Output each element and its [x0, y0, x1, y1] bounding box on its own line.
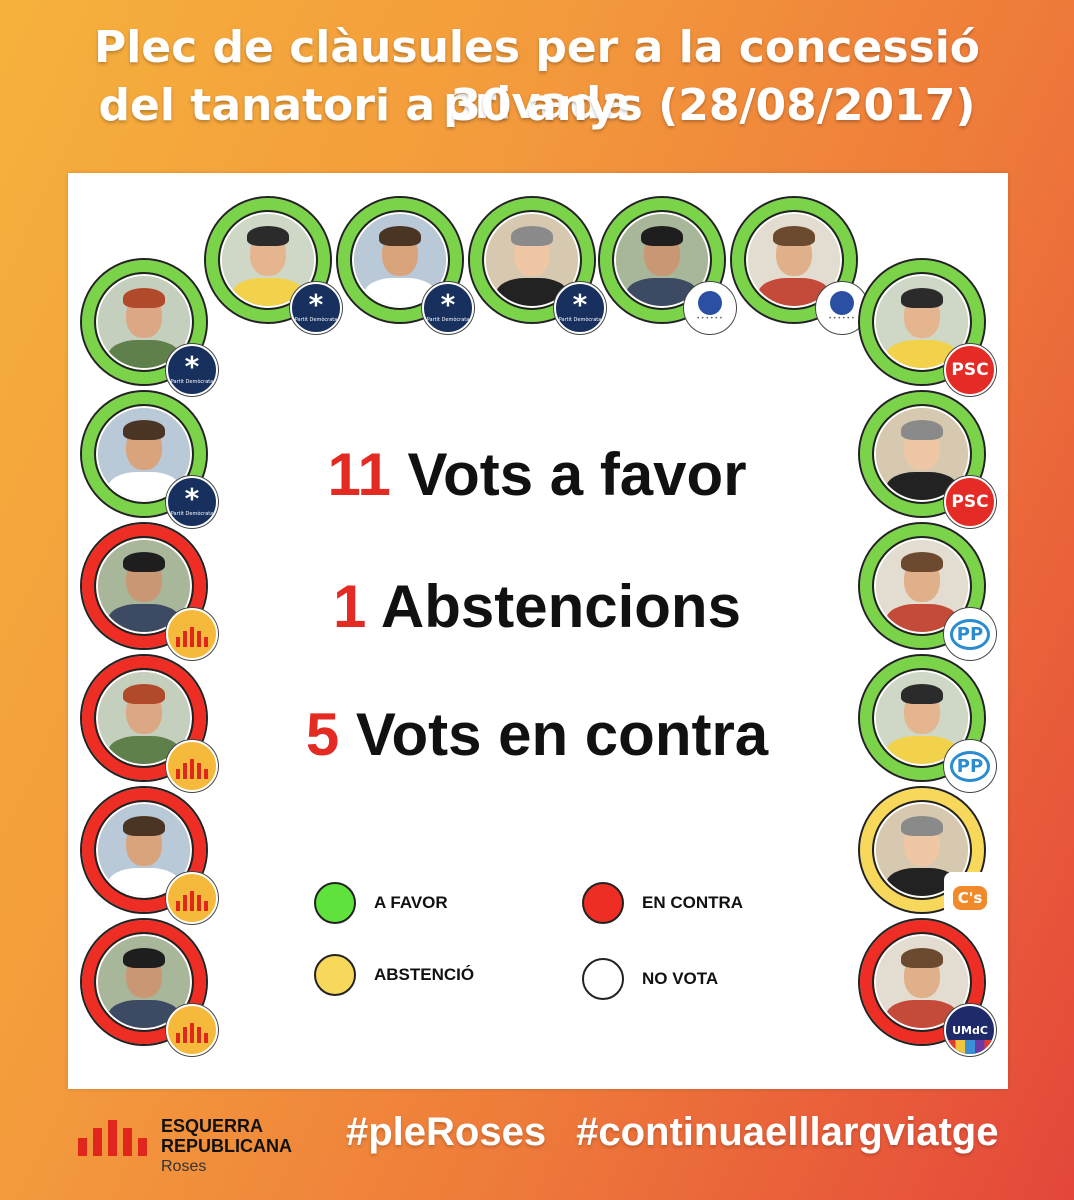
- erc-party-logo-icon: [166, 872, 218, 924]
- pdecat-text: Partit Demòcrata: [426, 317, 470, 323]
- legend-abstention-dot: [314, 954, 356, 996]
- council-member: PP: [858, 522, 996, 660]
- pdecat-star: *: [184, 350, 200, 383]
- pdecat-party-logo-icon: * Partit Demòcrata: [166, 344, 218, 396]
- member-photo: [748, 214, 840, 306]
- psc-party-logo-icon: PSC: [944, 476, 996, 528]
- pdecat-text: Partit Demòcrata: [558, 317, 602, 323]
- logo-line-2: REPUBLICANA: [161, 1136, 293, 1156]
- stat-abstention-number: 1: [333, 573, 367, 640]
- council-member: ••••••: [730, 196, 868, 334]
- title-line-1: Plec de clàusules per a la concessió pri…: [93, 22, 981, 129]
- stat-abstention: 1 Abstencions: [0, 572, 1074, 641]
- legend-against: EN CONTRA: [582, 882, 743, 924]
- hashtag-continua[interactable]: #continuaelllargviatge: [576, 1110, 999, 1154]
- local-flower-icon: [830, 290, 854, 315]
- pdecat-star: *: [184, 482, 200, 515]
- legend-favor-label: A FAVOR: [374, 893, 448, 912]
- legend-no-vote-label: NO VOTA: [642, 969, 719, 988]
- pdecat-party-logo-icon: * Partit Demòcrata: [422, 282, 474, 334]
- council-member: PP: [858, 654, 996, 792]
- hashtags: #pleRoses #continuaelllargviatge: [346, 1110, 1028, 1155]
- council-member: [80, 918, 218, 1056]
- legend-no-vote-dot: [582, 958, 624, 1000]
- council-member: UMdC: [858, 918, 996, 1056]
- erc-party-logo-icon: [166, 608, 218, 660]
- legend-favor: A FAVOR: [314, 882, 448, 924]
- pp-text: PP: [949, 750, 991, 782]
- council-member: * Partit Demòcrata: [204, 196, 342, 334]
- pdecat-party-logo-icon: * Partit Demòcrata: [554, 282, 606, 334]
- psc-text: PSC: [951, 360, 989, 380]
- member-photo: [876, 804, 968, 896]
- member-photo: [876, 276, 968, 368]
- stat-favor-number: 11: [327, 441, 391, 508]
- legend-against-label: EN CONTRA: [642, 893, 744, 912]
- stat-against-label: Vots en contra: [355, 701, 769, 768]
- stat-against-number: 5: [305, 701, 340, 768]
- erc-party-logo-icon: [166, 1004, 218, 1056]
- council-member: * Partit Demòcrata: [336, 196, 474, 334]
- cs-text: C's: [952, 886, 988, 910]
- pp-party-logo-icon: PP: [944, 740, 996, 792]
- local-flower-icon: [698, 290, 722, 315]
- stat-against: 5 Vots en contra: [0, 700, 1074, 769]
- council-member: PSC: [858, 258, 996, 396]
- psc-party-logo-icon: PSC: [944, 344, 996, 396]
- erc-bars-icon: [78, 1120, 147, 1156]
- local-party-logo-icon: ••••••: [684, 282, 736, 334]
- council-member: [80, 522, 218, 660]
- legend-no-vote: NO VOTA: [582, 958, 718, 1000]
- council-member: ••••••: [598, 196, 736, 334]
- pdecat-star: *: [440, 288, 456, 321]
- council-member: [80, 654, 218, 792]
- title-line-2: del tanatori a 30 anys (28/08/2017): [98, 80, 976, 131]
- pp-party-logo-icon: PP: [944, 608, 996, 660]
- pdecat-party-logo-icon: * Partit Demòcrata: [290, 282, 342, 334]
- council-member: * Partit Demòcrata: [468, 196, 606, 334]
- pdecat-text: Partit Demòcrata: [170, 379, 214, 385]
- stat-favor: 11 Vots a favor: [0, 440, 1074, 509]
- legend-abstention-label: ABSTENCIÓ: [374, 965, 475, 984]
- pdecat-star: *: [308, 288, 324, 321]
- legend-against-dot: [582, 882, 624, 924]
- stat-abstention-label: Abstencions: [380, 573, 741, 640]
- member-photo: [98, 804, 190, 896]
- logo-line-3: Roses: [161, 1158, 207, 1175]
- pdecat-star: *: [572, 288, 588, 321]
- legend-favor-dot: [314, 882, 356, 924]
- psc-text: PSC: [951, 492, 989, 512]
- council-member: * Partit Demòcrata: [80, 258, 218, 396]
- umdc-party-logo-icon: UMdC: [944, 1004, 996, 1056]
- umdc-text: UMdC: [952, 1023, 988, 1037]
- pdecat-party-logo-icon: * Partit Demòcrata: [166, 476, 218, 528]
- stat-favor-label: Vots a favor: [407, 441, 747, 508]
- pdecat-text: Partit Demòcrata: [294, 317, 338, 323]
- erc-party-logo-icon: [166, 740, 218, 792]
- pp-text: PP: [949, 618, 991, 650]
- council-member: * Partit Demòcrata: [80, 390, 218, 528]
- legend-abstention: ABSTENCIÓ: [314, 954, 474, 996]
- council-member: [80, 786, 218, 924]
- council-member: PSC: [858, 390, 996, 528]
- member-photo: [98, 276, 190, 368]
- cs-party-logo-icon: C's: [944, 872, 996, 924]
- logo-line-1: ESQUERRA: [161, 1116, 264, 1136]
- erc-logo: ESQUERRA REPUBLICANA Roses: [78, 1116, 292, 1178]
- pdecat-text: Partit Demòcrata: [170, 511, 214, 517]
- hashtag-ple-roses[interactable]: #pleRoses: [346, 1110, 547, 1154]
- council-member: C's: [858, 786, 996, 924]
